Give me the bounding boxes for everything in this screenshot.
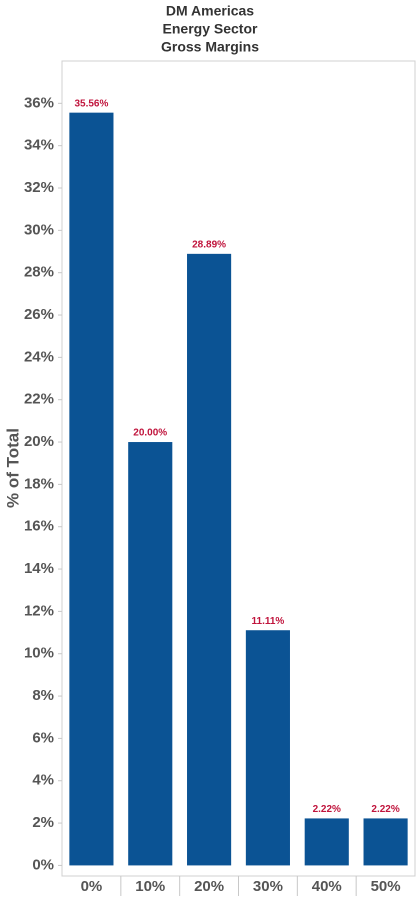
chart-title-line: Gross Margins xyxy=(161,39,259,55)
x-tick-label: 50% xyxy=(371,878,401,895)
y-tick-label: 32% xyxy=(24,179,54,196)
plot-border xyxy=(61,60,416,877)
y-tick-label: 4% xyxy=(32,772,54,789)
value-label: 28.89% xyxy=(192,239,226,250)
bar xyxy=(304,818,349,866)
chart-title-line: DM Americas xyxy=(166,3,254,19)
y-tick-label: 34% xyxy=(24,137,54,154)
y-tick-label: 10% xyxy=(24,645,54,662)
bar xyxy=(128,442,173,866)
y-tick-label: 2% xyxy=(32,814,54,831)
y-tick-label: 8% xyxy=(32,687,54,704)
y-tick-label: 30% xyxy=(24,221,54,238)
y-tick-label: 6% xyxy=(32,729,54,746)
y-axis-title: % of Total xyxy=(3,428,22,508)
x-tick-label: 0% xyxy=(81,878,103,895)
value-label: 11.11% xyxy=(252,616,285,627)
chart-title-line: Energy Sector xyxy=(163,21,258,37)
value-label: 20.00% xyxy=(133,428,167,439)
y-tick-label: 28% xyxy=(24,264,54,281)
y-tick-label: 16% xyxy=(24,518,54,535)
y-tick-label: 12% xyxy=(24,602,54,619)
bar xyxy=(69,112,114,866)
value-label: 2.22% xyxy=(313,804,341,815)
y-tick-label: 18% xyxy=(24,475,54,492)
x-tick-label: 30% xyxy=(253,878,283,895)
y-tick-label: 20% xyxy=(24,433,54,450)
x-tick-label: 10% xyxy=(135,878,165,895)
y-tick-label: 0% xyxy=(32,856,54,873)
y-tick-label: 26% xyxy=(24,306,54,323)
x-tick-label: 40% xyxy=(312,878,342,895)
y-tick-label: 36% xyxy=(24,94,54,111)
value-label: 2.22% xyxy=(371,804,399,815)
bar xyxy=(245,630,290,866)
bar xyxy=(363,818,408,866)
bar xyxy=(187,253,232,866)
y-tick-label: 22% xyxy=(24,391,54,408)
x-tick-label: 20% xyxy=(194,878,224,895)
y-tick-label: 14% xyxy=(24,560,54,577)
y-tick-label: 24% xyxy=(24,348,54,365)
value-label: 35.56% xyxy=(74,98,108,109)
